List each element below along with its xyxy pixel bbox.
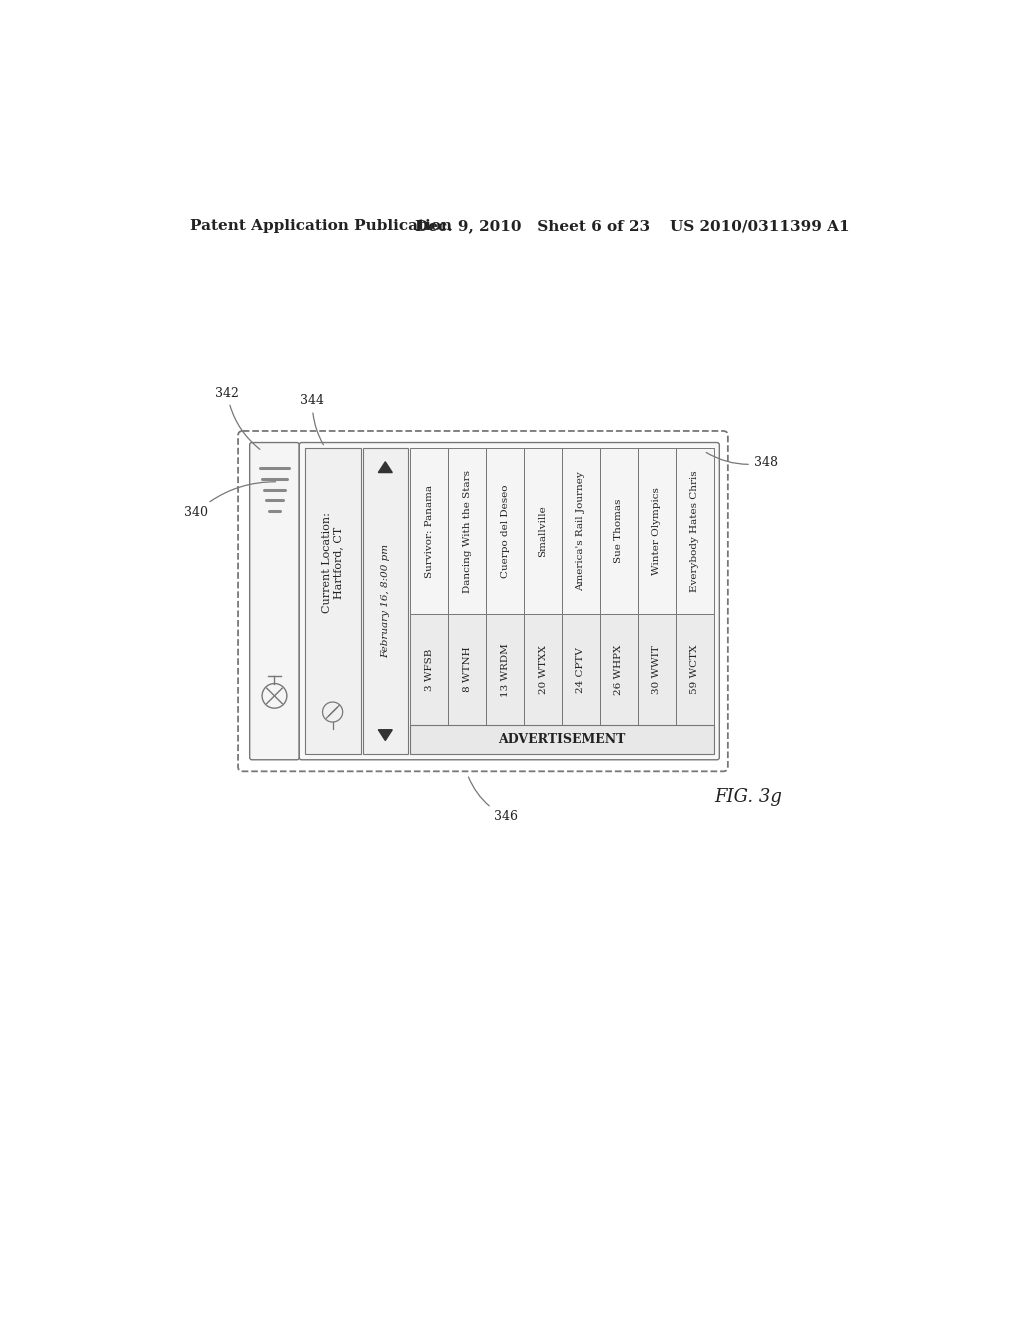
- Text: 8 WTNH: 8 WTNH: [463, 647, 472, 693]
- Text: Everybody Hates Chris: Everybody Hates Chris: [690, 470, 699, 591]
- Bar: [638, 447, 676, 614]
- Bar: [410, 614, 449, 725]
- Text: 344: 344: [300, 395, 325, 445]
- Text: February 16, 8:00 pm: February 16, 8:00 pm: [381, 544, 390, 659]
- Text: ADVERTISEMENT: ADVERTISEMENT: [499, 733, 626, 746]
- Bar: [486, 447, 524, 614]
- Text: 340: 340: [184, 482, 275, 519]
- Bar: [410, 725, 714, 755]
- Bar: [305, 447, 360, 755]
- Text: 13 WRDM: 13 WRDM: [501, 643, 510, 697]
- Text: 30 WWIT: 30 WWIT: [652, 645, 662, 694]
- Bar: [410, 447, 449, 614]
- Bar: [449, 614, 486, 725]
- Polygon shape: [378, 730, 392, 741]
- Text: FIG. 3g: FIG. 3g: [714, 788, 782, 807]
- Text: 348: 348: [707, 453, 778, 469]
- Bar: [562, 447, 600, 614]
- Text: Dec. 9, 2010   Sheet 6 of 23: Dec. 9, 2010 Sheet 6 of 23: [415, 219, 650, 234]
- Bar: [600, 447, 638, 614]
- Bar: [600, 614, 638, 725]
- Text: Winter Olympics: Winter Olympics: [652, 487, 662, 576]
- Text: 24 CPTV: 24 CPTV: [577, 647, 586, 693]
- Bar: [362, 447, 408, 755]
- FancyBboxPatch shape: [238, 430, 728, 771]
- FancyBboxPatch shape: [250, 442, 299, 760]
- Text: Survivor: Panama: Survivor: Panama: [425, 484, 433, 578]
- Text: 346: 346: [468, 777, 518, 824]
- Text: Current Location:
Hartford, CT: Current Location: Hartford, CT: [322, 512, 343, 612]
- Text: 26 WHPX: 26 WHPX: [614, 644, 624, 694]
- Bar: [449, 447, 486, 614]
- Text: Sue Thomas: Sue Thomas: [614, 499, 624, 564]
- Text: US 2010/0311399 A1: US 2010/0311399 A1: [671, 219, 850, 234]
- Text: Smallville: Smallville: [539, 506, 548, 557]
- Bar: [676, 614, 714, 725]
- Polygon shape: [378, 462, 392, 473]
- Text: 59 WCTX: 59 WCTX: [690, 645, 699, 694]
- Bar: [486, 614, 524, 725]
- Bar: [524, 614, 562, 725]
- Text: 20 WTXX: 20 WTXX: [539, 645, 548, 694]
- Bar: [676, 447, 714, 614]
- Text: America's Rail Journey: America's Rail Journey: [577, 471, 586, 591]
- Text: Cuerpo del Deseo: Cuerpo del Deseo: [501, 484, 510, 578]
- Bar: [638, 614, 676, 725]
- Text: Patent Application Publication: Patent Application Publication: [190, 219, 452, 234]
- Bar: [562, 614, 600, 725]
- Text: 3 WFSB: 3 WFSB: [425, 648, 433, 690]
- Text: 342: 342: [215, 387, 260, 449]
- FancyBboxPatch shape: [299, 442, 719, 760]
- Text: Dancing With the Stars: Dancing With the Stars: [463, 470, 472, 593]
- Bar: [524, 447, 562, 614]
